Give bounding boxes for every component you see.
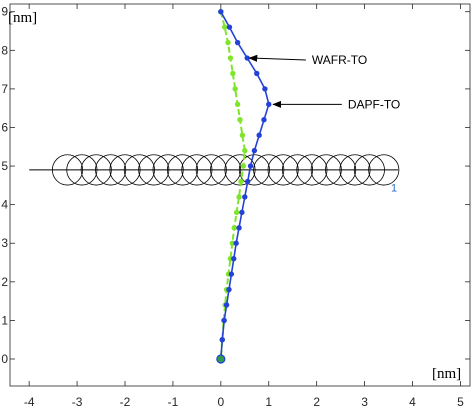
obstacle-circle [51,154,84,186]
obstacle-circle [339,154,371,186]
series-point-wafr-to [225,39,231,46]
series-point-wafr-to [237,117,243,123]
x-tick-label: 4 [409,395,416,409]
obstacle-circle [95,154,127,186]
series-point-wafr-to [221,24,228,30]
x-tick-label: -1 [168,395,179,409]
series-point-wafr-to [242,147,248,154]
y-tick-label: 2 [1,275,8,289]
series-point-dapf-to [261,117,267,123]
obstacle-circle [66,154,98,186]
y-tick-label: 1 [1,313,8,327]
series-point-wafr-to [238,178,244,185]
series-point-dapf-to [226,286,232,293]
series-point-dapf-to [244,178,251,185]
series-point-wafr-to [234,101,241,108]
obstacle-circle [138,154,170,186]
annotation-arrow [248,54,306,62]
series-point-dapf-to [254,70,260,77]
obstacle-circle [123,154,155,186]
y-tick-label: 5 [1,159,8,173]
obstacle-circle [181,154,213,186]
y-tick-label: 0 [1,352,8,366]
obstacle-number-label: 1 [391,182,397,194]
obstacle-circle [267,154,299,186]
x-tick-label: -2 [120,395,131,409]
obstacle-circle [210,154,242,186]
series-point-dapf-to [256,132,262,138]
series-point-wafr-to [233,209,240,216]
series-point-dapf-to [223,302,230,308]
series-point-dapf-to [233,240,239,246]
obstacle-circle [109,154,141,186]
series-point-dapf-to [244,55,250,61]
x-tick-label: 2 [313,395,320,409]
y-tick-label: 8 [1,43,8,57]
series-point-dapf-to [218,9,224,15]
series-point-dapf-to [234,39,241,46]
series-point-dapf-to [226,24,233,30]
series-point-dapf-to [262,86,268,92]
x-tick-label: 1 [265,395,272,409]
series-point-dapf-to [231,255,237,262]
series-point-dapf-to [219,336,225,343]
series-point-wafr-to [230,70,236,77]
series-point-dapf-to [236,225,242,231]
series-point-wafr-to [231,225,237,231]
start-point-marker [216,354,226,364]
obstacle-circle [353,154,385,186]
series-point-wafr-to [227,55,234,61]
series-point-dapf-to [242,194,248,200]
y-tick-label: 6 [1,120,8,134]
x-tick-label: 5 [457,395,464,409]
x-tick-label: 3 [361,395,368,409]
series-point-dapf-to [266,101,272,108]
axes-frame [9,3,471,387]
obstacle-circle [296,154,328,186]
series-point-dapf-to [251,147,258,154]
obstacle-circle [253,154,285,186]
obstacle-circle [80,154,112,186]
series-point-dapf-to [221,317,227,324]
annotations: WAFR-TO DAPF-TO 1 [248,53,400,194]
obstacle-circle [238,154,270,186]
annotation-label: DAPF-TO [348,97,400,111]
obstacle-circle [195,154,227,186]
obstacle-circle [152,154,184,186]
y-tick-label: 3 [1,236,8,250]
x-tick-label: -3 [72,395,83,409]
trajectory-series [216,9,272,364]
series-point-dapf-to [228,271,235,277]
obstacle-circle [166,154,199,186]
y-unit-label: [nm] [8,10,37,26]
series-point-dapf-to [247,163,254,169]
annotation-label: WAFR-TO [312,53,367,67]
series-point-wafr-to [240,163,247,169]
x-tick-label: 0 [217,395,224,409]
series-point-wafr-to [236,194,242,200]
x-unit-label: [nm] [432,366,461,382]
obstacle-circle [281,154,314,186]
y-tick-label: 7 [1,82,8,96]
y-tick-label: 9 [1,5,8,19]
obstacle-circle [310,154,342,186]
obstacle-circle [368,154,400,186]
y-tick-label: 4 [1,198,8,212]
axes: -4 -3 -2 -1 0 1 2 3 4 5 0 1 2 3 4 5 6 7 8 9 [1,3,471,409]
obstacle-circle [325,154,357,186]
series-point-wafr-to [232,86,238,92]
series-point-dapf-to [239,209,245,216]
obstacle-group [29,154,400,186]
series-point-wafr-to [239,132,246,138]
x-tick-label: -4 [24,395,35,409]
